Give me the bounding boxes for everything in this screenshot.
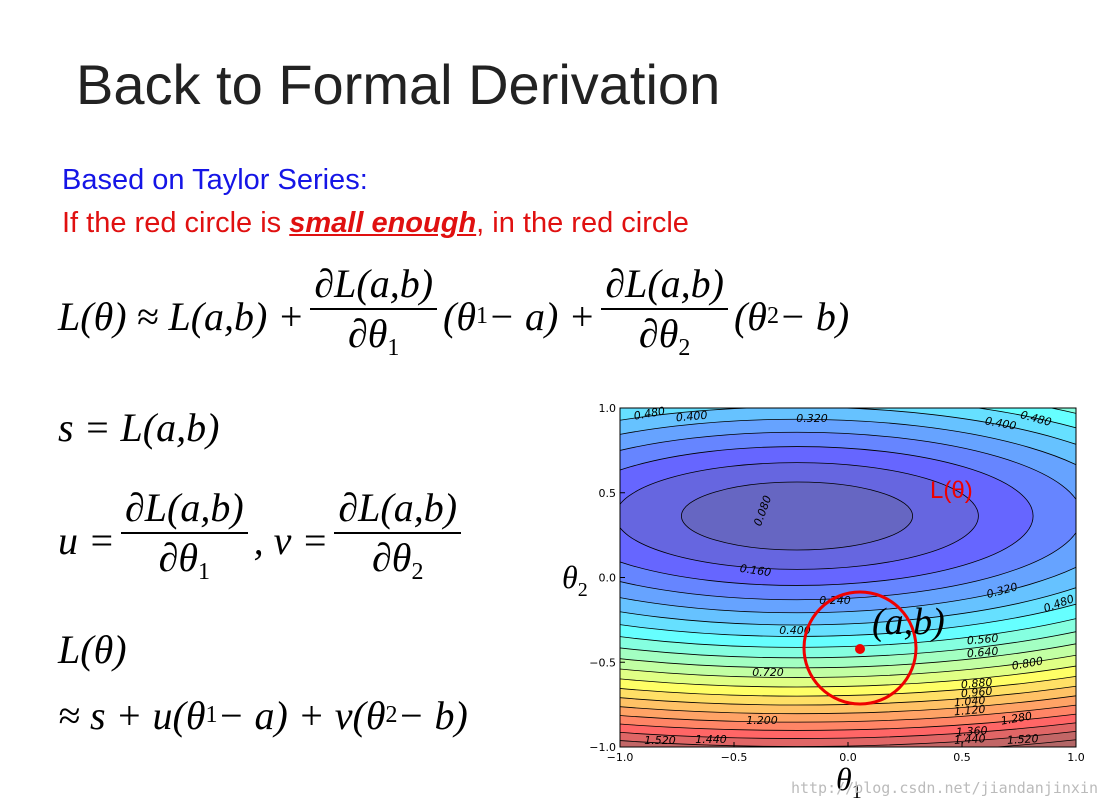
y-tick-label: 0.0	[599, 572, 617, 585]
subscript: 2	[385, 702, 398, 728]
term: − b)	[397, 693, 468, 738]
x-axis-label: θ1	[836, 761, 862, 803]
condition-text: If the red circle is small enough, in th…	[62, 207, 689, 240]
contour-label: 1.440	[954, 732, 986, 747]
label-text: θ	[562, 559, 578, 595]
subscript: 1	[387, 335, 400, 361]
denominator: ∂θ2	[639, 310, 690, 370]
contour-label: 1.520	[1007, 732, 1039, 747]
subscript: 2	[411, 559, 424, 585]
contour-label: 0.160	[739, 562, 772, 579]
contour-label: 0.640	[966, 645, 999, 661]
numerator: ∂L(a,b)	[310, 262, 438, 310]
contour-label: 1.360	[956, 724, 988, 739]
y-tick-label: −0.5	[589, 656, 616, 669]
contour-label: 1.040	[953, 694, 986, 710]
x-tick-label: 0.0	[839, 751, 857, 764]
fraction: ∂L(a,b) ∂θ1	[310, 262, 438, 370]
contour-label: 1.440	[695, 733, 727, 746]
point-label: (a,b)	[872, 601, 945, 643]
contour-label: 1.520	[644, 734, 676, 747]
term: (θ	[443, 293, 476, 339]
numerator: ∂L(a,b)	[121, 486, 248, 534]
term: − a) + v(θ	[217, 693, 386, 738]
subscript: 1	[205, 702, 218, 728]
term: ∂θ	[158, 535, 199, 580]
s-definition: s = L(a,b)	[58, 405, 220, 450]
taylor-equation: L(θ) ≈ L(a,b) + ∂L(a,b) ∂θ1 (θ 1 − a) + ∂L…	[58, 262, 849, 370]
subscript: 2	[678, 335, 691, 361]
term: u =	[58, 517, 115, 563]
curve-label: L(θ)	[930, 477, 973, 504]
subscript: 2	[766, 302, 779, 329]
contour-label: 0.400	[675, 409, 708, 425]
region-circle	[802, 590, 918, 706]
numerator: ∂L(a,b)	[334, 486, 462, 534]
term: (θ	[733, 293, 767, 339]
x-tick-label: 0.5	[953, 751, 971, 764]
subscript: 1	[476, 302, 488, 329]
contour-label: 0.480	[633, 404, 666, 422]
term: − b)	[778, 293, 850, 339]
approx-rhs: ≈ s + u(θ 1 − a) + v(θ 2 − b)	[58, 692, 468, 739]
slide-title: Back to Formal Derivation	[76, 53, 721, 116]
subscript: 1	[198, 559, 211, 585]
contour-band	[681, 481, 914, 551]
x-tick-label: −1.0	[607, 751, 634, 764]
y-tick-label: 0.5	[599, 487, 617, 500]
x-tick-label: −0.5	[721, 751, 748, 764]
contour-label: 1.120	[953, 703, 986, 719]
intro-text: Based on Taylor Series:	[62, 164, 368, 196]
label-sub: 1	[852, 781, 862, 803]
label-text: θ	[836, 761, 852, 797]
contour-label: 0.560	[966, 632, 999, 648]
approx-lhs: L(θ)	[58, 627, 127, 672]
denominator: ∂θ1	[159, 534, 210, 594]
emphasis: small enough	[289, 207, 477, 239]
contour-label: 0.320	[796, 412, 828, 425]
term: , v =	[253, 517, 329, 563]
x-tick-label: 1.0	[1067, 751, 1085, 764]
term: ∂θ	[638, 311, 679, 356]
term: ≈ s + u(θ	[58, 693, 206, 738]
contour-label: 0.400	[779, 624, 811, 637]
contour-label: 1.200	[746, 714, 778, 727]
watermark: http://blog.csdn.net/jiandanjinxin	[791, 779, 1098, 797]
contour-label: 0.880	[960, 676, 993, 692]
term: ∂θ	[372, 535, 412, 580]
denominator: ∂θ1	[348, 310, 399, 370]
contour-label: 0.400	[984, 414, 1017, 432]
y-axis-label: θ2	[562, 559, 588, 601]
contour-label: 1.280	[1000, 709, 1033, 727]
contour-label: 0.960	[960, 685, 993, 701]
label-sub: 2	[578, 579, 588, 601]
fraction: ∂L(a,b) ∂θ1	[121, 486, 248, 594]
text: If the red circle is	[62, 207, 290, 239]
term: ∂θ	[347, 311, 388, 356]
term: − a) +	[488, 293, 596, 339]
contour-label: 0.720	[752, 666, 784, 679]
y-tick-label: 1.0	[599, 402, 617, 415]
point	[855, 644, 865, 654]
fraction: ∂L(a,b) ∂θ2	[334, 486, 462, 594]
text: , in the red circle	[476, 207, 689, 239]
y-tick-label: −1.0	[589, 741, 616, 754]
numerator: ∂L(a,b)	[601, 262, 728, 310]
contour-label: 0.800	[1011, 654, 1044, 672]
term: L(θ) ≈ L(a,b) +	[58, 293, 305, 339]
fraction: ∂L(a,b) ∂θ2	[601, 262, 728, 370]
uv-definition: u = ∂L(a,b) ∂θ1 , v = ∂L(a,b) ∂θ2	[58, 486, 467, 594]
denominator: ∂θ2	[372, 534, 423, 594]
contours	[620, 408, 1076, 747]
